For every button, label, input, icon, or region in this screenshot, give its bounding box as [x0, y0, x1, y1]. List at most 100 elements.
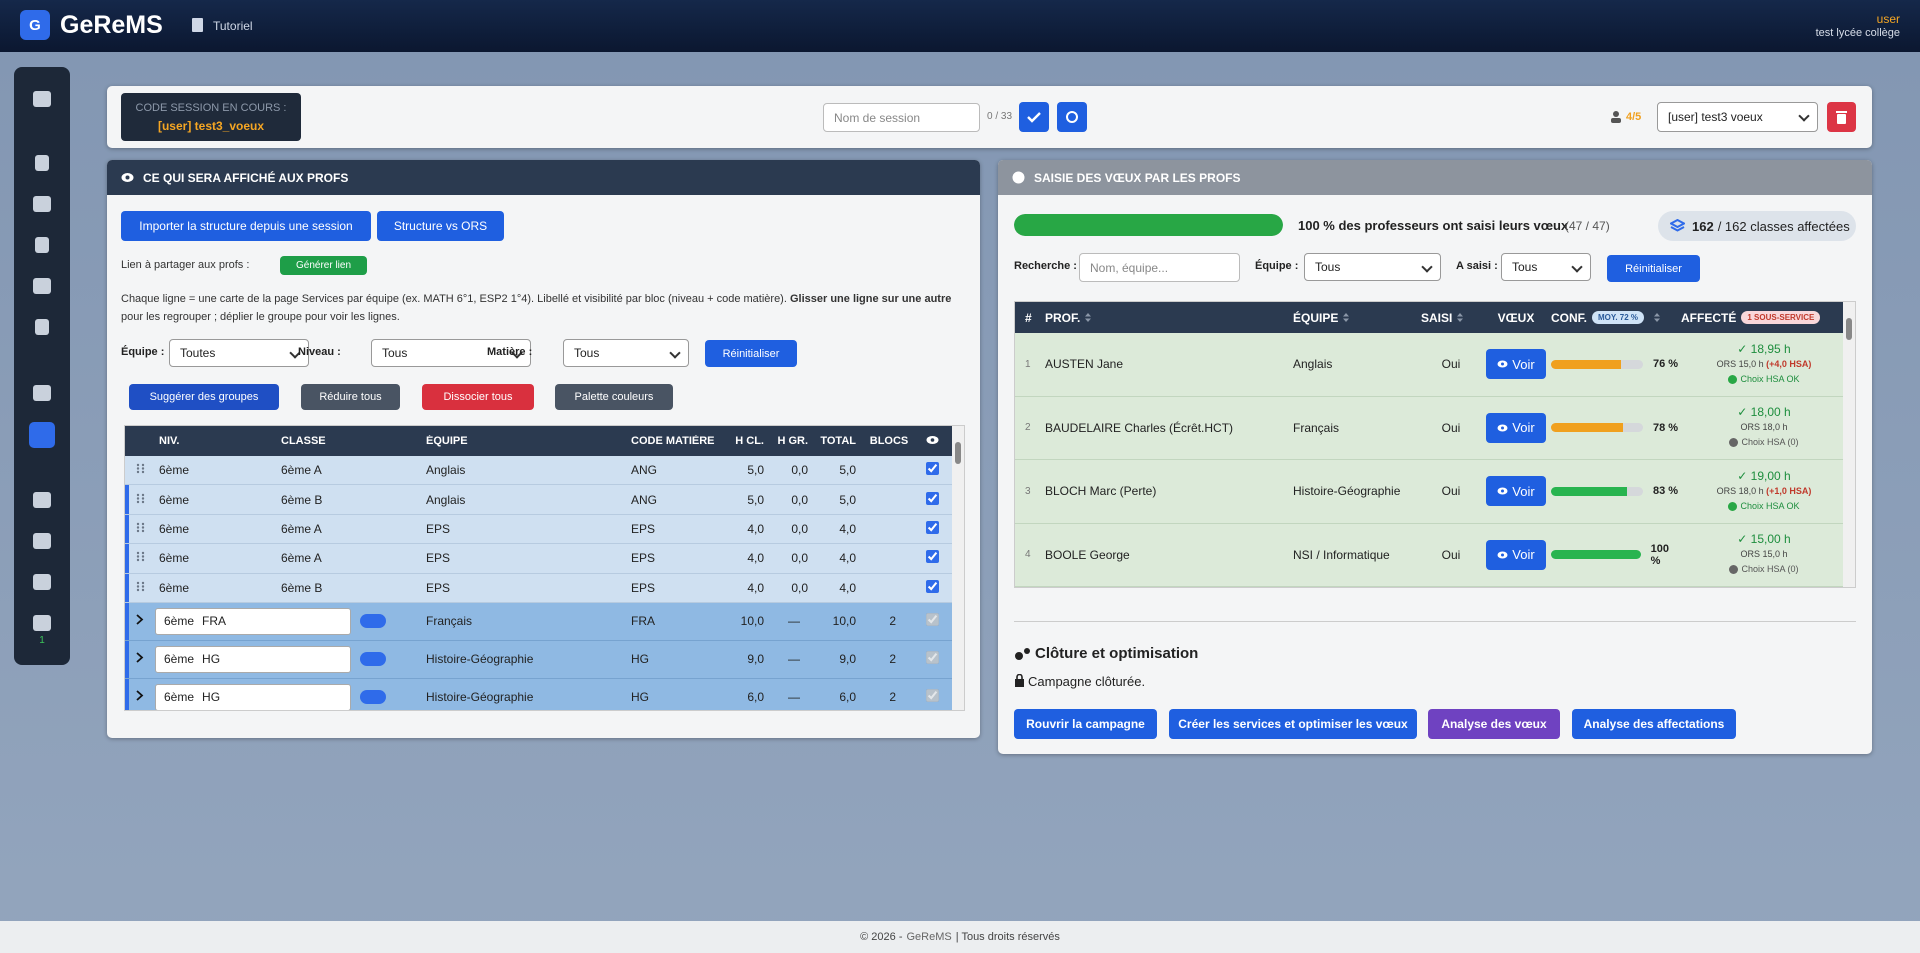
column-header[interactable]: H CL. [735, 435, 764, 447]
expand-toggle[interactable] [125, 690, 155, 704]
table-row[interactable]: 6ème 6ème B EPS EPS 4,0 0,0 4,0 [125, 573, 964, 603]
column-header[interactable]: ÉQUIPE [1293, 310, 1339, 325]
column-header[interactable]: AFFECTÉ [1681, 310, 1737, 325]
column-header[interactable]: SAISI [1421, 310, 1453, 325]
table-row[interactable]: 6ème 6ème B Anglais ANG 5,0 0,0 5,0 [125, 485, 964, 515]
column-header[interactable]: CONF. [1551, 310, 1587, 325]
column-header[interactable]: PROF. [1045, 310, 1081, 325]
table-row[interactable]: 6ème 6ème A EPS EPS 4,0 0,0 4,0 [125, 514, 964, 545]
visibility-checkbox[interactable] [925, 491, 939, 505]
scroll-thumb[interactable] [1846, 318, 1852, 340]
action-button[interactable]: Suggérer des groupes [129, 384, 279, 410]
view-label[interactable]: Voir [1512, 420, 1535, 436]
group-row[interactable]: 6ème HG Histoire-Géographie HG 9,0 — 9,0 2 [125, 640, 964, 679]
drag-handle[interactable] [125, 581, 155, 595]
share-button[interactable]: Générer lien [280, 256, 367, 275]
import-button[interactable]: Importer la structure depuis une session [121, 211, 371, 241]
filter-select[interactable]: Tous [563, 339, 689, 367]
session-select[interactable]: [user] test3 voeux [1657, 102, 1818, 132]
refresh-button[interactable] [1057, 102, 1087, 132]
view-label[interactable]: Voir [1512, 547, 1535, 563]
search-input[interactable]: Nom, équipe... [1079, 253, 1240, 282]
view-button[interactable]: Voir [1486, 349, 1546, 380]
column-header-wrap[interactable]: CONF. MOY. 72 % [1551, 311, 1681, 325]
drag-handle[interactable] [125, 522, 155, 536]
brand[interactable]: GeReMS [60, 11, 163, 39]
drag-handle[interactable] [125, 551, 155, 565]
nav-book[interactable] [35, 237, 49, 253]
group-label-input[interactable]: 6ème HG [155, 683, 351, 710]
nav-logout[interactable] [33, 574, 51, 590]
session-name-input[interactable]: Nom de session [823, 103, 980, 132]
logo[interactable]: G [20, 10, 50, 40]
drag-handle[interactable] [125, 493, 155, 507]
visibility-checkbox[interactable] [925, 520, 939, 534]
visibility-checkbox[interactable] [925, 550, 939, 564]
cell: — [788, 614, 800, 629]
closing-button[interactable]: Analyse des affectations [1572, 709, 1736, 739]
column-header[interactable]: TOTAL [820, 435, 856, 447]
filter-select[interactable]: Tous [371, 339, 531, 367]
entered-select[interactable]: Tous [1501, 253, 1591, 281]
scrollbar[interactable] [1843, 302, 1855, 587]
group-row[interactable]: 6ème HG Histoire-Géographie HG 6,0 — 6,0 2 [125, 678, 964, 710]
column-header-wrap[interactable]: SAISI [1421, 311, 1481, 325]
nav-home[interactable] [33, 91, 51, 107]
closing-button[interactable]: Créer les services et optimiser les vœux [1169, 709, 1417, 739]
view-button[interactable]: Voir [1486, 539, 1546, 570]
user-name[interactable]: user [1876, 12, 1900, 26]
column-header-wrap[interactable]: PROF. [1045, 311, 1293, 325]
visibility-checkbox[interactable] [925, 579, 939, 593]
action-button[interactable]: Palette couleurs [555, 384, 673, 410]
right-reset-button[interactable]: Réinitialiser [1607, 255, 1700, 282]
action-button[interactable]: Réduire tous [301, 384, 400, 410]
column-header[interactable]: NIV. [159, 435, 180, 447]
team-select[interactable]: Tous [1304, 253, 1441, 281]
save-button[interactable] [1019, 102, 1049, 132]
column-header-wrap[interactable]: AFFECTÉ 1 SOUS-SERVICE [1681, 311, 1847, 325]
drag-handle[interactable] [125, 463, 155, 477]
visibility-checkbox[interactable] [925, 462, 939, 476]
group-button[interactable] [360, 652, 386, 667]
group-label-input[interactable]: 6ème FRA [155, 607, 351, 635]
nav-star-active[interactable] [29, 422, 55, 448]
group-button[interactable] [360, 614, 386, 629]
column-header[interactable]: ÉQUIPE [426, 435, 468, 447]
action-button[interactable]: Dissocier tous [422, 384, 534, 410]
scroll-thumb[interactable] [955, 442, 961, 464]
scrollbar[interactable] [952, 426, 964, 710]
group-button[interactable] [360, 690, 386, 705]
column-header[interactable]: H GR. [777, 435, 808, 447]
nav-key[interactable] [33, 533, 51, 549]
reset-button[interactable]: Réinitialiser [705, 340, 797, 367]
column-header-wrap[interactable]: ÉQUIPE [1293, 311, 1421, 325]
nav-building[interactable] [35, 155, 49, 171]
nav-calc[interactable] [35, 319, 49, 335]
view-button[interactable]: Voir [1486, 476, 1546, 507]
nav-print[interactable] [33, 385, 51, 401]
table-row[interactable]: 6ème 6ème A EPS EPS 4,0 0,0 4,0 [125, 544, 964, 574]
column-header[interactable]: BLOCS [869, 435, 909, 447]
ors-button[interactable]: Structure vs ORS [377, 211, 504, 241]
view-label[interactable]: Voir [1512, 483, 1535, 499]
column-header[interactable]: CLASSE [281, 435, 326, 447]
conf-label: 83 % [1653, 485, 1679, 498]
nav-settings[interactable] [33, 492, 51, 508]
cell: Français [426, 614, 473, 629]
delete-button[interactable] [1827, 102, 1856, 132]
nav-users[interactable] [33, 196, 51, 212]
nav-group[interactable] [33, 615, 51, 631]
view-label[interactable]: Voir [1512, 356, 1535, 372]
hours: ✓ 15,00 h [1737, 532, 1791, 547]
nav-briefcase[interactable] [33, 278, 51, 294]
column-header[interactable]: CODE MATIÈRE [631, 435, 715, 447]
filter-select[interactable]: Toutes [169, 339, 309, 367]
expand-toggle[interactable] [125, 614, 155, 628]
closing-button[interactable]: Rouvrir la campagne [1014, 709, 1157, 739]
closing-button[interactable]: Analyse des vœux [1428, 709, 1560, 739]
group-label-input[interactable]: 6ème HG [155, 645, 351, 673]
table-row[interactable]: 6ème 6ème A Anglais ANG 5,0 0,0 5,0 [125, 456, 964, 486]
group-row[interactable]: 6ème FRA Français FRA 10,0 — 10,0 2 [125, 602, 964, 641]
view-button[interactable]: Voir [1486, 412, 1546, 443]
expand-toggle[interactable] [125, 652, 155, 666]
